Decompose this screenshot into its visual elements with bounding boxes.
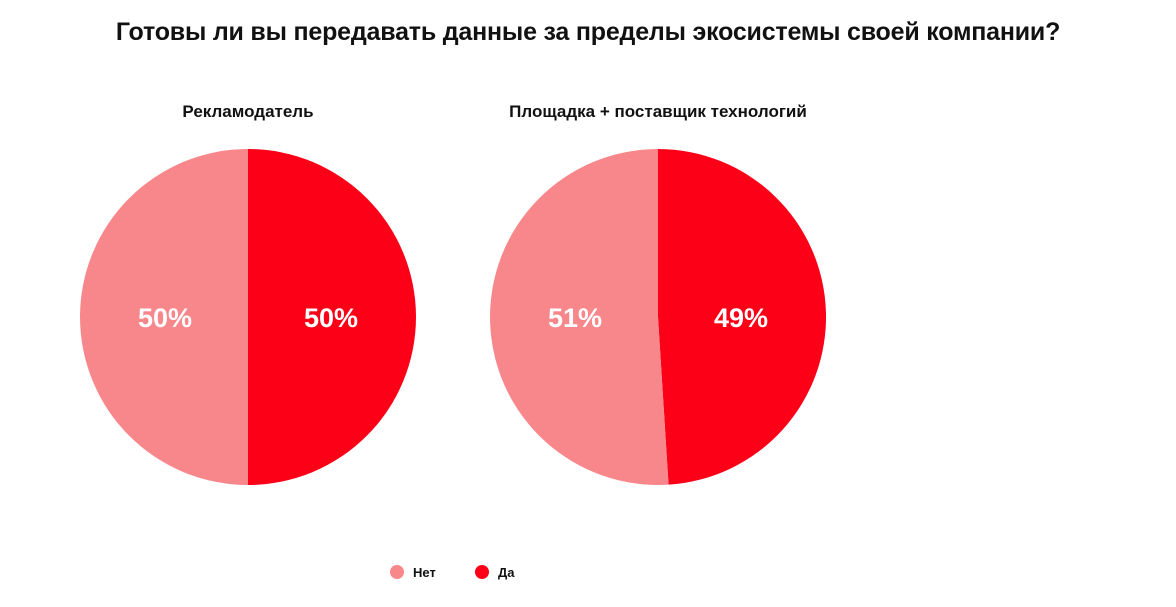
legend-swatch-no bbox=[390, 565, 404, 579]
legend-label-no: Нет bbox=[413, 565, 436, 580]
legend-item-yes: Да bbox=[475, 565, 515, 580]
pie-labels-advertiser: 50% 50% bbox=[138, 303, 358, 333]
pie-chart-platform-tech: Площадка + поставщик технологий 49% 51% bbox=[490, 102, 827, 485]
legend-swatch-yes bbox=[475, 565, 489, 579]
pie-labels-platform-tech: 49% 51% bbox=[548, 303, 768, 333]
pie-label-yes-advertiser: 50% bbox=[304, 303, 358, 333]
legend-item-no: Нет bbox=[390, 565, 436, 580]
pie-slice-no-advertiser bbox=[80, 149, 248, 485]
legend-label-yes: Да bbox=[498, 565, 515, 580]
legend: Нет Да bbox=[390, 565, 515, 580]
pie-label-no-platform-tech: 51% bbox=[548, 303, 602, 333]
pie-slices-platform-tech bbox=[490, 149, 827, 485]
pie-slice-yes-platform-tech bbox=[658, 149, 827, 485]
pie-slice-no-platform-tech bbox=[490, 149, 669, 485]
pie-label-no-advertiser: 50% bbox=[138, 303, 192, 333]
pie-title-platform-tech: Площадка + поставщик технологий bbox=[509, 102, 807, 121]
pie-slices-advertiser bbox=[80, 149, 416, 485]
pie-label-yes-platform-tech: 49% bbox=[714, 303, 768, 333]
pie-chart-advertiser: Рекламодатель 50% 50% bbox=[80, 102, 416, 485]
pie-title-advertiser: Рекламодатель bbox=[182, 102, 313, 121]
page-title: Готовы ли вы передавать данные за предел… bbox=[115, 18, 1061, 46]
pie-slice-yes-advertiser bbox=[248, 149, 416, 485]
